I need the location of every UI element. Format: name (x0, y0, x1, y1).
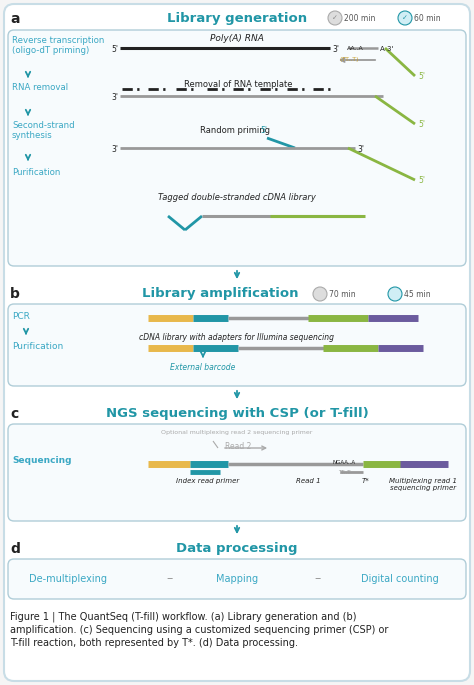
Text: Data processing: Data processing (176, 542, 298, 555)
Text: Reverse transcription
(oligo-dT priming): Reverse transcription (oligo-dT priming) (12, 36, 104, 55)
Text: AA..A: AA..A (347, 46, 364, 51)
Text: 70 min: 70 min (329, 290, 356, 299)
Text: Read 1: Read 1 (296, 478, 320, 484)
Circle shape (328, 11, 342, 25)
Text: 5': 5' (418, 71, 425, 81)
Text: Read 2: Read 2 (225, 442, 251, 451)
Circle shape (388, 287, 402, 301)
Text: d: d (10, 542, 20, 556)
Text: 60 min: 60 min (414, 14, 441, 23)
Text: RNA removal: RNA removal (12, 83, 68, 92)
Text: 5': 5' (260, 125, 267, 134)
Text: Purification: Purification (12, 342, 63, 351)
Text: Poly(A) RNA: Poly(A) RNA (210, 34, 264, 43)
Text: Tagged double-stranded cDNA library: Tagged double-stranded cDNA library (158, 193, 316, 202)
Text: Digital counting: Digital counting (361, 574, 439, 584)
Text: Library amplification: Library amplification (142, 287, 298, 300)
Text: External barcode: External barcode (170, 363, 236, 372)
FancyBboxPatch shape (8, 30, 466, 266)
Text: Removal of RNA template: Removal of RNA template (184, 80, 292, 89)
Text: 3': 3' (111, 145, 118, 153)
Text: NGAA..A: NGAA..A (333, 460, 356, 465)
Text: Mapping: Mapping (216, 574, 258, 584)
Text: 45 min: 45 min (404, 290, 430, 299)
Text: De-multiplexing: De-multiplexing (29, 574, 107, 584)
Text: Index read primer: Index read primer (176, 478, 240, 484)
Circle shape (398, 11, 412, 25)
Text: Sequencing: Sequencing (12, 456, 72, 465)
Text: 3': 3' (332, 45, 339, 53)
Text: T*: T* (362, 478, 370, 484)
FancyBboxPatch shape (8, 424, 466, 521)
Text: Figure 1 | The QuantSeq (T-fill) workflow. (a) Library generation and (b)
amplif: Figure 1 | The QuantSeq (T-fill) workflo… (10, 611, 388, 648)
Text: 200 min: 200 min (344, 14, 375, 23)
Text: b: b (10, 287, 20, 301)
FancyBboxPatch shape (8, 304, 466, 386)
Text: Optional multiplexing read 2 sequencing primer: Optional multiplexing read 2 sequencing … (161, 430, 313, 435)
Text: (TT..T): (TT..T) (340, 56, 359, 62)
Text: c: c (10, 407, 18, 421)
Text: ✓: ✓ (402, 15, 408, 21)
Text: ✓: ✓ (332, 15, 338, 21)
Text: Library generation: Library generation (167, 12, 307, 25)
Text: PCR: PCR (12, 312, 30, 321)
Circle shape (313, 287, 327, 301)
Text: a: a (10, 12, 19, 26)
FancyBboxPatch shape (4, 4, 470, 681)
Text: TT..T: TT..T (338, 470, 350, 475)
Text: Random priming: Random priming (200, 126, 270, 135)
Text: A 3': A 3' (380, 46, 393, 52)
FancyBboxPatch shape (8, 559, 466, 599)
Text: Second-strand
synthesis: Second-strand synthesis (12, 121, 74, 140)
Text: 3': 3' (357, 145, 364, 153)
Text: 5': 5' (418, 119, 425, 129)
Text: 5': 5' (418, 175, 425, 184)
Text: Multiplexing read 1
sequencing primer: Multiplexing read 1 sequencing primer (389, 478, 457, 491)
Text: 3': 3' (111, 92, 118, 101)
Text: cDNA library with adapters for Illumina sequencing: cDNA library with adapters for Illumina … (139, 333, 335, 342)
Text: –: – (167, 573, 173, 586)
Text: 5': 5' (111, 45, 118, 53)
Text: –: – (315, 573, 321, 586)
Text: NGS sequencing with CSP (or T-fill): NGS sequencing with CSP (or T-fill) (106, 407, 368, 420)
Text: Purification: Purification (12, 168, 60, 177)
